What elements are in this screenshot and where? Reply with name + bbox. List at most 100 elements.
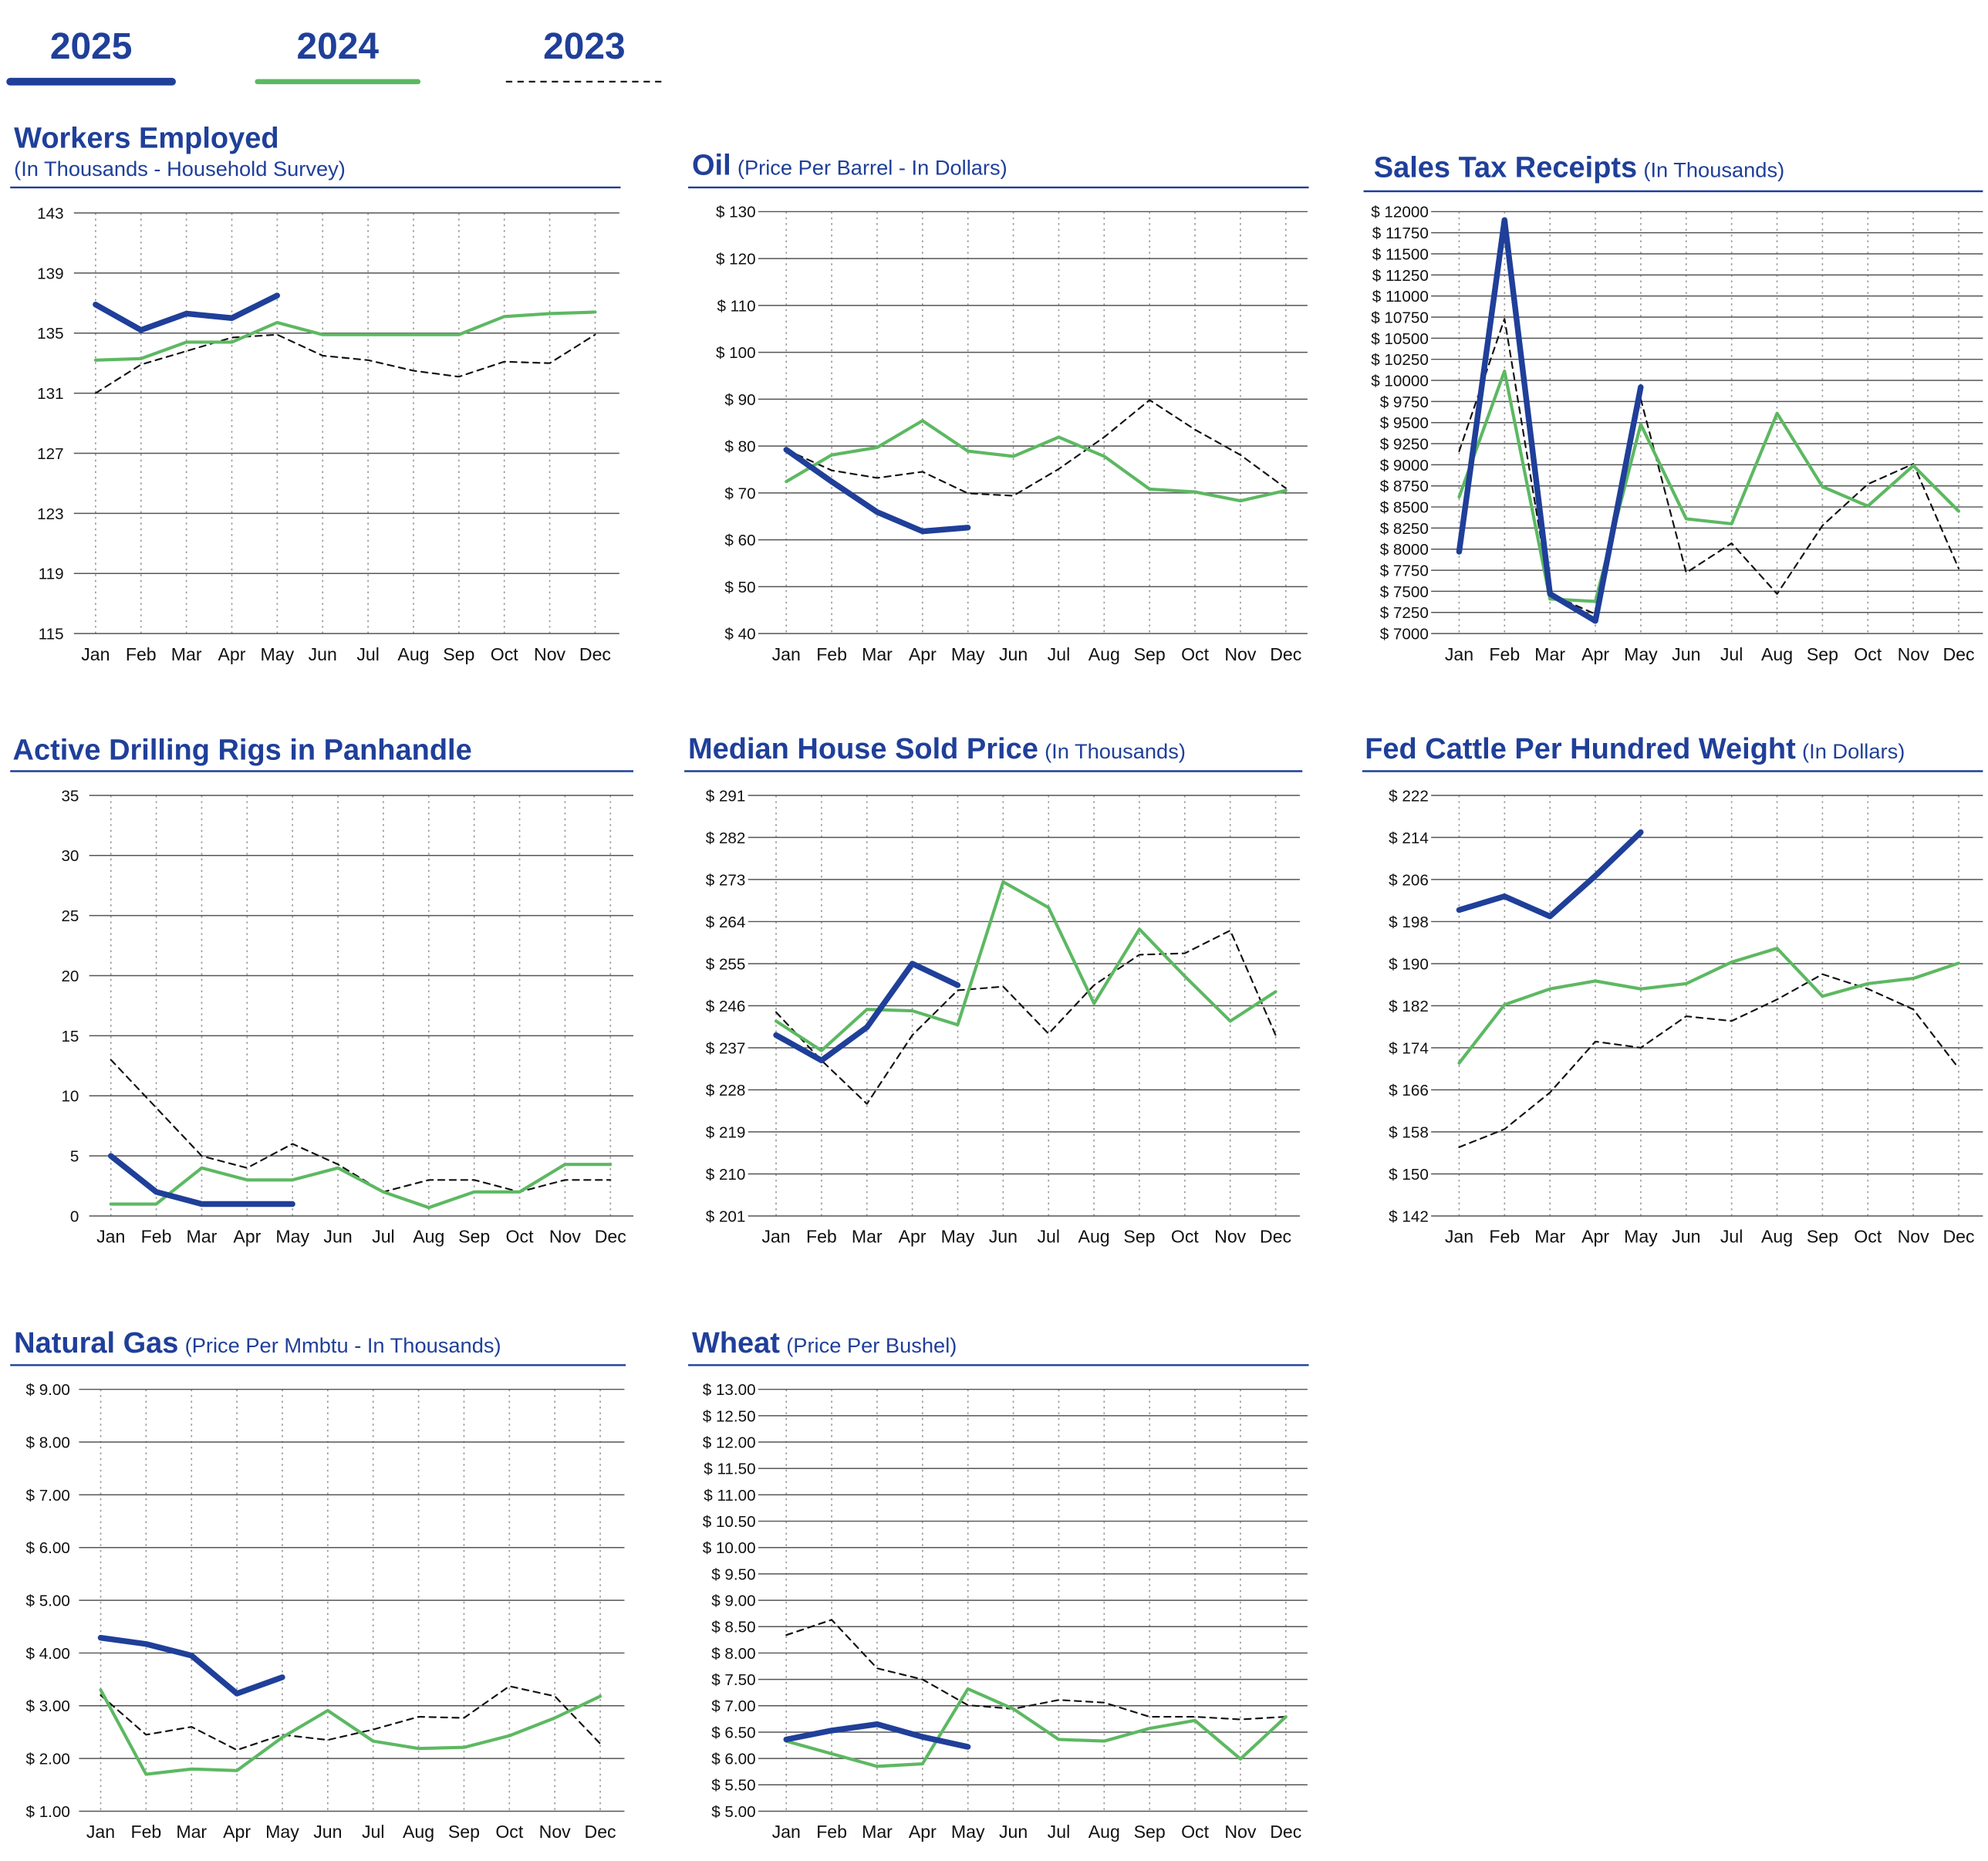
x-tick-label: Oct [495, 1822, 524, 1842]
y-tick-label: $ 7.00 [711, 1697, 755, 1715]
chart: Sales Tax Receipts (In Thousands) Jan Feb Ma… [1363, 152, 1983, 664]
y-tick-label: $ 214 [1389, 829, 1429, 847]
series-line [785, 419, 1288, 503]
x-tick-label: Oct [1181, 1822, 1210, 1842]
y-tick-label: $ 9750 [1380, 393, 1429, 411]
x-tick-label: Mar [1534, 1227, 1565, 1247]
y-tick-label: 15 [61, 1028, 79, 1045]
series-line [775, 929, 1277, 1105]
y-tick-label: $ 12.50 [703, 1407, 756, 1425]
series-line [108, 1153, 295, 1207]
x-tick-label: Jul [1720, 644, 1743, 664]
x-tick-label: Feb [806, 1227, 837, 1247]
x-tick-label: Mar [862, 1822, 893, 1842]
y-tick-label: $ 7750 [1380, 562, 1429, 580]
x-tick-label: Jul [362, 1822, 385, 1842]
x-tick-label: Feb [816, 1822, 847, 1842]
y-tick-label: $ 6.00 [26, 1539, 70, 1557]
y-tick-label: $ 11500 [1372, 245, 1429, 263]
x-tick-label: May [261, 644, 295, 664]
series-line [1457, 369, 1961, 603]
y-tick-label: 35 [61, 787, 79, 805]
chart-subtitle: (Price Per Bushel) [786, 1333, 957, 1357]
chart: Workers Employed(In Thousands - Househol… [10, 123, 621, 664]
y-tick-label: $ 10.50 [703, 1513, 756, 1531]
y-tick-label: $ 5.50 [711, 1777, 755, 1795]
y-tick-label: 115 [39, 626, 64, 643]
legend-label: 2024 [296, 26, 379, 67]
chart: Median House Sold Price (In Thousands) Jan… [684, 733, 1303, 1247]
x-tick-label: May [951, 644, 985, 664]
x-tick-label: Aug [1078, 1227, 1110, 1247]
y-tick-label: $ 7.00 [26, 1487, 70, 1505]
x-tick-label: Mar [852, 1227, 883, 1247]
y-tick-label: 10 [61, 1088, 79, 1106]
series-line [109, 1163, 613, 1210]
y-tick-label: $ 9.00 [711, 1592, 755, 1610]
chart: Fed Cattle Per Hundred Weight (In Dollars… [1362, 733, 1983, 1247]
chart-title-main: Median House Sold Price [688, 733, 1038, 765]
y-tick-label: $ 10000 [1371, 372, 1429, 390]
y-tick-label: $ 12000 [1371, 204, 1429, 221]
y-tick-label: $ 11750 [1372, 225, 1429, 242]
x-tick-label: May [275, 1227, 309, 1247]
x-tick-label: May [1624, 644, 1658, 664]
x-tick-label: Nov [549, 1227, 582, 1247]
y-tick-label: $ 10250 [1371, 351, 1429, 369]
x-tick-label: Jul [1037, 1227, 1060, 1247]
x-tick-label: Feb [126, 644, 157, 664]
y-tick-label: $ 40 [724, 626, 755, 643]
series-line [1458, 973, 1960, 1148]
x-tick-label: Mar [187, 1227, 218, 1247]
y-tick-label: 20 [61, 968, 79, 985]
chart-title-main: Fed Cattle Per Hundred Weight [1365, 733, 1796, 765]
x-tick-label: Mar [171, 644, 202, 664]
y-tick-label: $ 13.00 [703, 1381, 756, 1399]
y-tick-label: $ 150 [1389, 1166, 1429, 1184]
chart-title: Wheat (Price Per Bushel) [692, 1327, 957, 1359]
x-tick-label: Jun [999, 644, 1028, 664]
x-tick-label: Jan [772, 1822, 801, 1842]
y-tick-label: $ 50 [724, 579, 755, 596]
series-line [773, 961, 961, 1064]
chart-subtitle: (Price Per Mmbtu - In Thousands) [185, 1333, 501, 1357]
y-tick-label: $ 237 [706, 1039, 746, 1057]
x-tick-label: Nov [1224, 1822, 1257, 1842]
y-tick-label: 5 [70, 1148, 79, 1166]
x-tick-label: May [1624, 1227, 1658, 1247]
x-tick-label: Jun [1672, 1227, 1700, 1247]
y-tick-label: $ 70 [724, 485, 755, 502]
x-tick-label: Nov [1898, 1227, 1930, 1247]
y-tick-label: $ 1.00 [26, 1803, 70, 1821]
x-tick-label: Jul [356, 644, 380, 664]
y-tick-label: $ 90 [724, 391, 755, 409]
x-tick-label: Apr [233, 1227, 261, 1247]
y-tick-label: $ 198 [1389, 914, 1429, 931]
series-line [93, 292, 281, 333]
chart-title-main: Sales Tax Receipts [1374, 152, 1637, 184]
chart-title-main: Natural Gas [14, 1327, 178, 1359]
y-tick-label: 30 [61, 847, 79, 865]
x-tick-label: Apr [899, 1227, 926, 1247]
x-tick-label: Oct [506, 1227, 535, 1247]
y-tick-label: $ 7.50 [711, 1671, 755, 1689]
series-line [774, 880, 1278, 1052]
x-tick-label: Dec [595, 1227, 626, 1247]
x-tick-label: Apr [218, 644, 246, 664]
series-line [93, 310, 597, 362]
x-tick-label: Dec [1260, 1227, 1291, 1247]
x-tick-label: Jan [1445, 1227, 1473, 1247]
y-tick-label: $ 210 [706, 1166, 746, 1184]
y-tick-label: $ 282 [706, 829, 746, 847]
y-tick-label: $ 9000 [1380, 457, 1429, 475]
x-tick-label: Jan [772, 644, 801, 664]
x-tick-label: Jan [96, 1227, 125, 1247]
y-tick-label: 119 [39, 566, 64, 583]
chart-title-main: Wheat [692, 1327, 780, 1359]
y-tick-label: $ 201 [706, 1207, 746, 1225]
y-tick-label: 25 [61, 907, 79, 925]
y-tick-label: $ 5.00 [26, 1592, 70, 1610]
chart-title: Oil (Price Per Barrel - In Dollars) [692, 149, 1008, 181]
x-tick-label: Aug [1761, 1227, 1793, 1247]
